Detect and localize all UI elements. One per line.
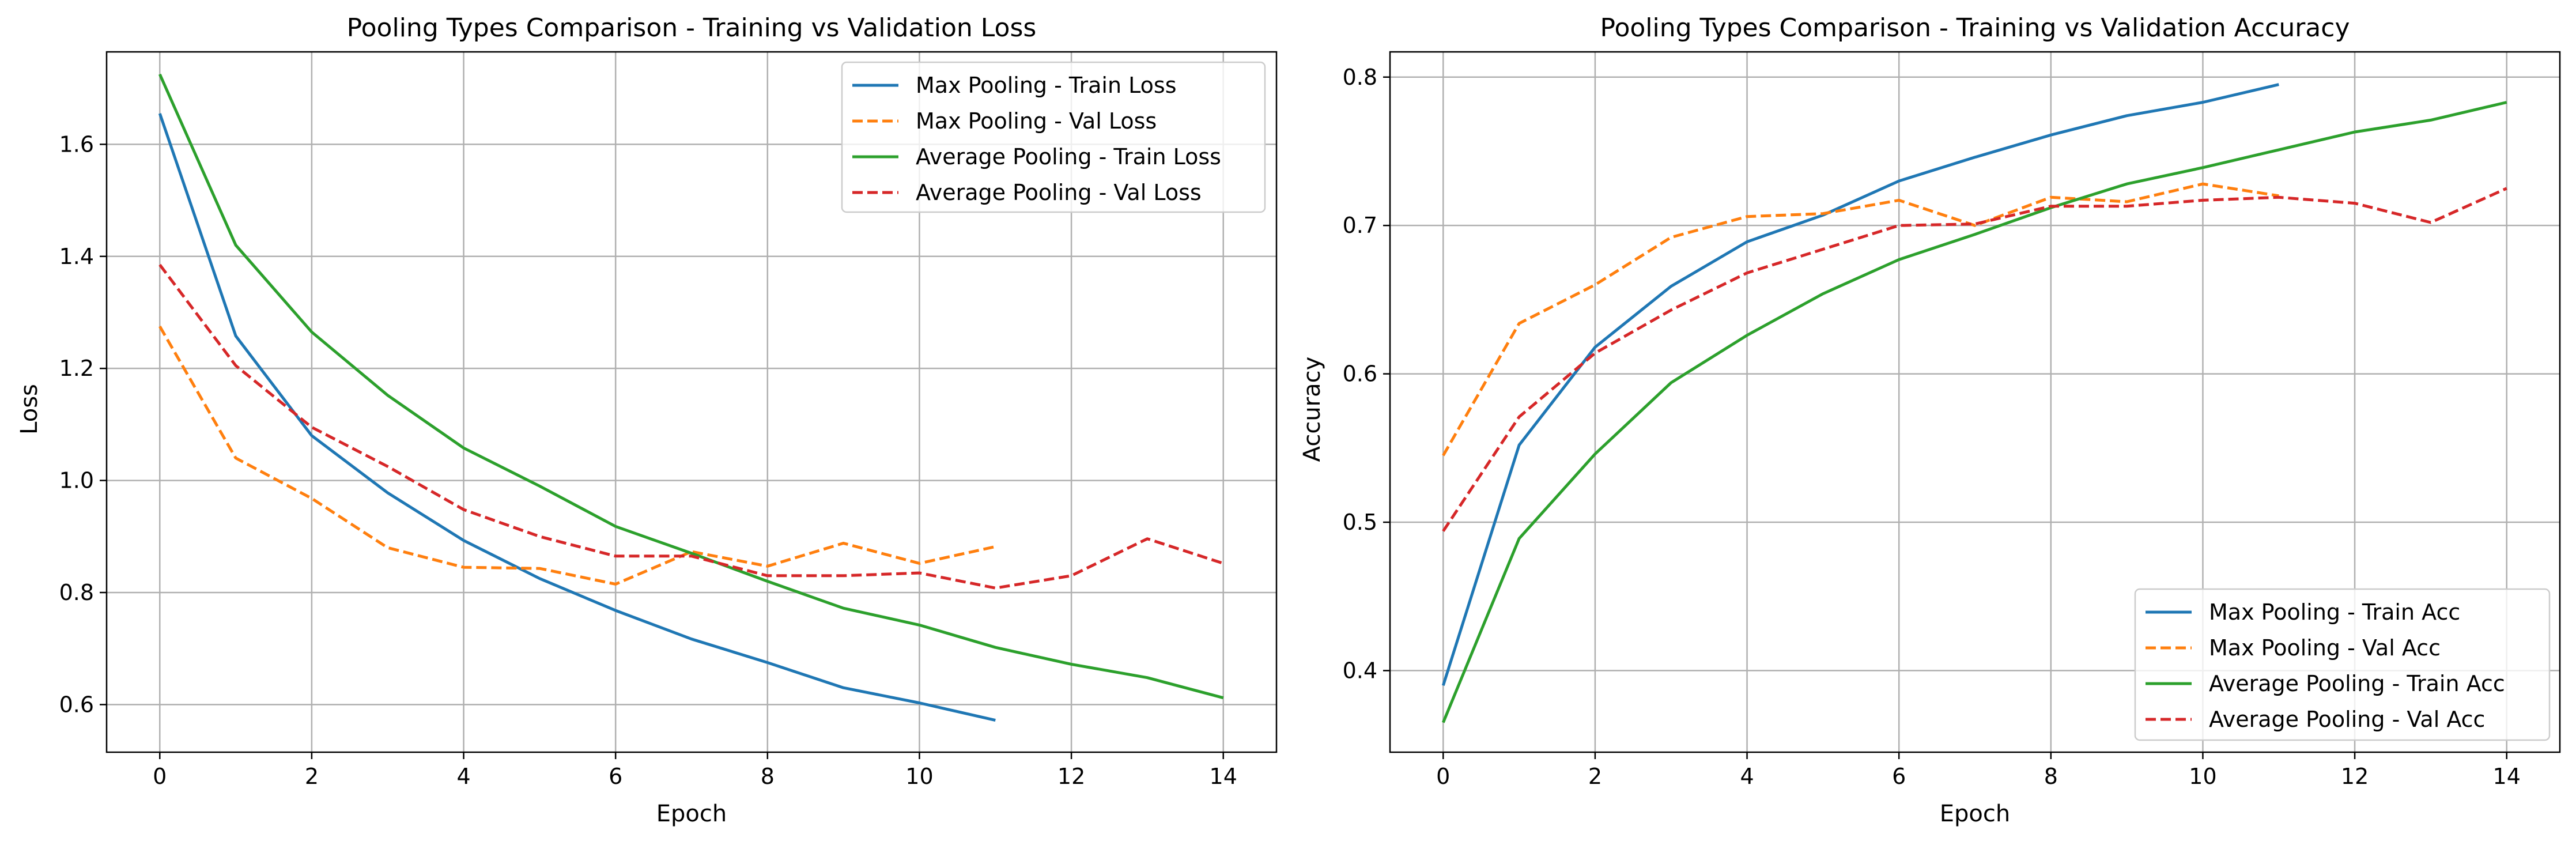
accuracy-chart-legend-label: Average Pooling - Train Acc <box>2209 671 2505 696</box>
loss-chart-legend-box <box>841 61 1266 213</box>
accuracy-chart-plot-frame <box>1389 51 2561 753</box>
accuracy-chart-ytick-label: 0.4 <box>1343 658 1377 683</box>
accuracy-chart-legend-box <box>2134 588 2551 741</box>
accuracy-chart-ytick-label: 0.8 <box>1343 65 1377 90</box>
loss-chart-plot-frame <box>105 51 1278 753</box>
accuracy-chart: Pooling Types Comparison - Training vs V… <box>1299 13 2561 827</box>
loss-chart-grid <box>107 52 1276 752</box>
loss-chart-legend-label: Average Pooling - Train Loss <box>916 144 1221 169</box>
accuracy-chart-xtick-label: 10 <box>2189 764 2216 789</box>
loss-chart-title: Pooling Types Comparison - Training vs V… <box>347 13 1037 43</box>
accuracy-chart-ticks: 0 2 4 6 8 10 12 14 0.4 0.5 0.6 0.7 0.8 <box>1343 65 2521 789</box>
loss-chart-series-max-pooling-val-loss <box>158 326 996 586</box>
loss-chart-series-max-pooling-train-loss <box>158 113 996 722</box>
accuracy-chart-xtick-label: 0 <box>1436 764 1450 789</box>
loss-chart-ytick-label: 1.2 <box>59 356 94 381</box>
loss-chart-xtick-label: 2 <box>305 764 319 789</box>
accuracy-chart-xtick-label: 6 <box>1892 764 1906 789</box>
loss-chart-xtick-label: 4 <box>456 764 470 789</box>
loss-chart-ytick-label: 0.6 <box>59 692 94 717</box>
loss-chart-legend: Max Pooling - Train Loss Max Pooling - Va… <box>841 61 1266 213</box>
accuracy-chart-ylabel: Accuracy <box>1299 357 1325 462</box>
accuracy-chart-legend: Max Pooling - Train Acc Max Pooling - Val… <box>2134 588 2551 741</box>
loss-chart-xtick-label: 12 <box>1057 764 1085 789</box>
loss-chart-ytick-label: 0.8 <box>59 580 94 605</box>
loss-chart-legend-label: Max Pooling - Val Loss <box>916 108 1157 134</box>
accuracy-chart-ytick-label: 0.7 <box>1343 213 1377 238</box>
accuracy-chart-series <box>1441 83 2507 723</box>
accuracy-chart-xtick-label: 4 <box>1740 764 1754 789</box>
loss-chart-xtick-label: 0 <box>153 764 167 789</box>
loss-chart-xtick-label: 14 <box>1210 764 1237 789</box>
accuracy-chart-legend-label: Average Pooling - Val Acc <box>2209 707 2485 732</box>
accuracy-chart-xtick-label: 2 <box>1588 764 1602 789</box>
loss-chart-ytick-label: 1.4 <box>59 244 94 269</box>
accuracy-chart-xtick-label: 12 <box>2341 764 2369 789</box>
accuracy-chart-legend-label: Max Pooling - Train Acc <box>2209 599 2460 625</box>
loss-chart: Pooling Types Comparison - Training vs V… <box>16 13 1278 827</box>
loss-chart-ytick-label: 1.0 <box>59 468 94 493</box>
accuracy-chart-title: Pooling Types Comparison - Training vs V… <box>1600 13 2350 43</box>
loss-chart-xtick-label: 10 <box>905 764 933 789</box>
accuracy-chart-xtick-label: 14 <box>2493 764 2521 789</box>
loss-chart-xtick-label: 8 <box>761 764 775 789</box>
loss-chart-series-average-pooling-val-loss <box>158 263 1224 590</box>
accuracy-chart-ytick-label: 0.6 <box>1343 361 1377 387</box>
accuracy-chart-xtick-label: 8 <box>2044 764 2058 789</box>
loss-chart-xtick-label: 6 <box>609 764 622 789</box>
accuracy-chart-ytick-label: 0.5 <box>1343 510 1377 535</box>
accuracy-chart-series-average-pooling-train-acc <box>1441 101 2507 723</box>
loss-chart-ticks: 0 2 4 6 8 10 12 14 0.6 0.8 1.0 1.2 1.4 1.6 <box>59 131 1237 789</box>
accuracy-chart-series-max-pooling-val-acc <box>1442 182 2279 457</box>
loss-chart-series <box>158 73 1224 722</box>
loss-chart-ytick-label: 1.6 <box>59 131 94 157</box>
loss-chart-legend-label: Average Pooling - Val Loss <box>916 180 1202 205</box>
accuracy-chart-legend-label: Max Pooling - Val Acc <box>2209 635 2441 661</box>
loss-chart-xlabel: Epoch <box>656 801 727 827</box>
loss-chart-series-average-pooling-train-loss <box>158 73 1224 700</box>
loss-chart-ylabel: Loss <box>16 384 43 435</box>
accuracy-chart-xlabel: Epoch <box>1940 801 2010 827</box>
loss-chart-legend-label: Max Pooling - Train Loss <box>916 73 1177 98</box>
